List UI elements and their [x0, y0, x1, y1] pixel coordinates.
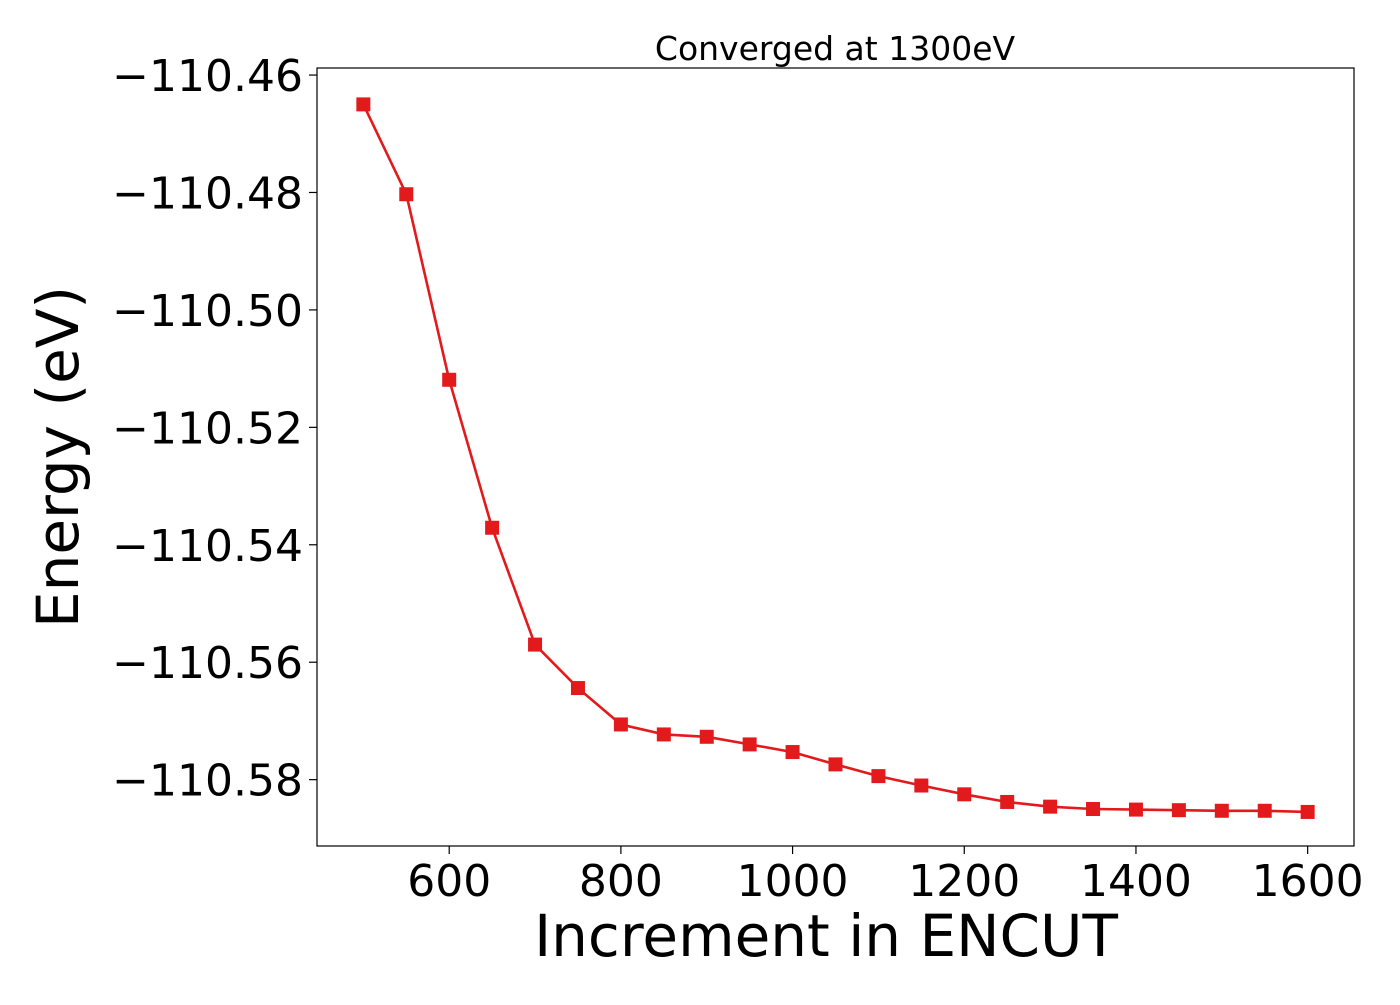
y-axis-label: Energy (eV) — [24, 286, 92, 628]
data-point-marker — [528, 637, 543, 652]
data-point-marker — [442, 372, 457, 387]
y-tick-label: −110.50 — [112, 286, 303, 337]
x-tick-label: 800 — [579, 856, 663, 907]
x-tick-label: 1000 — [737, 856, 849, 907]
data-point-marker — [957, 787, 972, 802]
data-point-marker — [914, 778, 929, 793]
x-axis-label: Increment in ENCUT — [534, 902, 1118, 970]
y-tick-label: −110.46 — [112, 51, 303, 102]
y-tick-label: −110.56 — [112, 638, 303, 689]
data-point-marker — [742, 737, 757, 752]
data-point-marker — [1086, 802, 1101, 817]
x-tick-label: 1200 — [908, 856, 1020, 907]
data-point-marker — [485, 520, 500, 535]
plot-frame — [316, 67, 1355, 847]
y-tick-label: −110.58 — [112, 756, 303, 807]
data-point-marker — [613, 717, 628, 732]
data-point-marker — [1000, 794, 1015, 809]
data-point-marker — [399, 187, 414, 202]
data-point-marker — [570, 681, 585, 696]
series-line — [362, 103, 1308, 814]
y-tick-label: −110.52 — [112, 403, 303, 454]
x-tick-label: 600 — [407, 856, 491, 907]
data-point-marker — [871, 769, 886, 784]
data-point-marker — [785, 745, 800, 760]
data-point-marker — [828, 757, 843, 772]
y-tick-label: −110.48 — [112, 168, 303, 219]
x-tick-label: 1400 — [1080, 856, 1192, 907]
data-point-marker — [1043, 799, 1058, 814]
data-point-marker — [1171, 803, 1186, 818]
series-layer — [356, 97, 1315, 819]
data-point-marker — [1128, 802, 1143, 817]
x-tick-label: 1600 — [1252, 856, 1364, 907]
data-point-marker — [1214, 803, 1229, 818]
chart-title: Converged at 1300eV — [655, 29, 1016, 68]
data-point-marker — [356, 97, 371, 112]
data-point-marker — [1300, 804, 1315, 819]
data-point-marker — [656, 727, 671, 742]
data-point-marker — [1257, 803, 1272, 818]
data-point-marker — [699, 729, 714, 744]
ticks-layer: 600 800 1000 1200 1400 1600 −110.46 −110.48 −110… — [112, 51, 1363, 907]
y-tick-label: −110.54 — [112, 521, 303, 572]
